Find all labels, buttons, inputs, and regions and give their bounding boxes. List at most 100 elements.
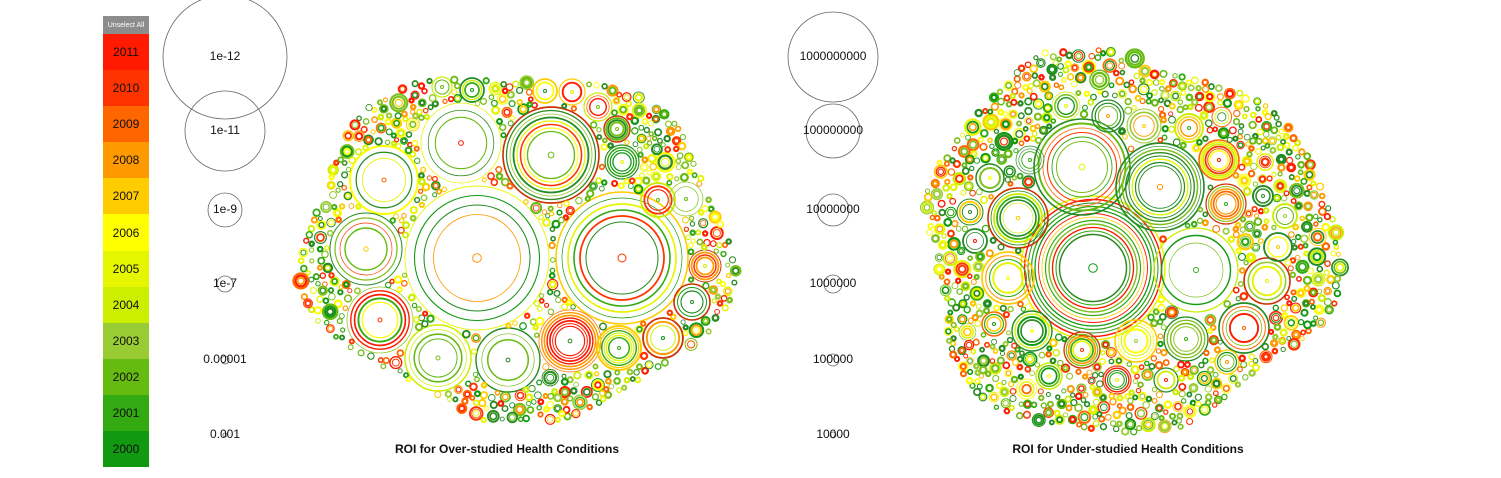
over-bubble[interactable] [367,352,375,360]
over-bubble[interactable] [297,257,305,264]
over-bubble[interactable] [679,172,689,182]
under-bubble[interactable] [1302,300,1310,307]
over-bubble[interactable] [580,385,593,398]
under-bubble[interactable] [1040,402,1047,409]
over-bubble[interactable] [538,292,545,299]
under-bubble[interactable] [1051,91,1081,121]
under-bubble[interactable] [1104,413,1112,421]
under-bubble[interactable] [1243,220,1256,233]
under-bubble[interactable] [1204,119,1213,128]
under-bubble[interactable] [1034,123,1041,129]
under-bubble[interactable] [1001,120,1010,129]
over-bubble[interactable] [556,202,563,209]
under-bubble[interactable] [1001,379,1007,385]
over-bubble[interactable] [521,77,533,89]
under-bubble[interactable] [1311,191,1318,198]
under-bubble[interactable] [1208,335,1219,346]
under-bubble[interactable] [1206,315,1215,324]
over-bubble[interactable] [423,204,531,312]
over-bubble[interactable] [379,104,389,114]
under-bubble[interactable] [1118,62,1126,70]
over-bubble[interactable] [651,135,658,142]
under-bubble[interactable] [1195,400,1202,408]
under-bubble[interactable] [957,264,967,274]
under-bubble[interactable] [1143,370,1152,379]
under-bubble[interactable] [965,341,973,349]
over-bubble[interactable] [647,189,669,211]
under-bubble[interactable] [974,378,981,385]
over-bubble[interactable] [334,217,398,281]
under-bubble[interactable] [1196,370,1212,386]
over-bubble[interactable] [411,139,419,147]
over-bubble[interactable] [341,279,351,290]
over-bubble[interactable] [325,324,335,334]
under-bubble[interactable] [1177,423,1184,430]
over-bubble[interactable] [572,410,579,417]
under-bubble[interactable] [952,159,962,169]
over-bubble[interactable] [544,302,550,308]
under-bubble[interactable] [958,248,964,254]
under-bubble[interactable] [1280,304,1289,312]
under-bubble[interactable] [1295,288,1306,298]
over-bubble[interactable] [400,110,408,118]
over-bubble[interactable] [636,133,647,144]
under-bubble[interactable] [959,300,966,307]
over-bubble[interactable] [548,280,557,289]
under-bubble[interactable] [1124,393,1131,400]
under-bubble[interactable] [955,226,962,232]
over-bubble[interactable] [561,81,583,103]
over-bubble[interactable] [501,405,509,413]
under-bubble[interactable] [1280,346,1286,353]
over-bubble[interactable] [329,276,340,287]
under-bubble[interactable] [1136,425,1143,432]
under-bubble[interactable] [1190,220,1198,228]
under-bubble[interactable] [1210,188,1242,220]
over-bubble[interactable] [637,151,644,158]
under-bubble[interactable] [1185,79,1192,86]
over-bubble[interactable] [310,216,318,224]
over-bubble[interactable] [404,324,472,392]
under-bubble[interactable] [975,309,984,318]
over-bubble[interactable] [407,293,416,302]
under-bubble[interactable] [1292,223,1300,231]
under-bubble[interactable] [941,286,950,295]
under-bubble[interactable] [1305,327,1312,335]
over-bubble[interactable] [417,98,427,108]
under-bubble[interactable] [1008,404,1015,411]
over-bubble[interactable] [522,386,530,394]
under-bubble[interactable] [1309,190,1319,200]
over-bubble[interactable] [524,312,531,319]
under-bubble[interactable] [1297,243,1304,250]
under-bubble[interactable] [1160,324,1167,331]
under-bubble[interactable] [1222,227,1230,235]
under-bubble[interactable] [1110,420,1117,427]
under-bubble[interactable] [1107,48,1115,56]
under-bubble[interactable] [1094,74,1105,85]
over-bubble[interactable] [321,303,339,321]
over-bubble[interactable] [411,80,419,88]
over-bubble[interactable] [305,231,314,239]
under-bubble[interactable] [1221,393,1228,401]
under-bubble[interactable] [996,154,1008,165]
under-bubble[interactable] [1157,333,1164,340]
under-bubble[interactable] [1201,112,1207,119]
over-bubble[interactable] [380,363,387,370]
under-bubble[interactable] [951,220,959,228]
over-bubble[interactable] [570,105,577,112]
under-bubble[interactable] [984,115,998,129]
over-bubble[interactable] [526,101,533,108]
under-bubble[interactable] [1098,371,1104,378]
over-bubble[interactable] [408,97,415,104]
under-bubble[interactable] [1114,319,1158,363]
under-bubble[interactable] [959,370,968,378]
over-bubble[interactable] [447,95,455,103]
under-bubble[interactable] [934,223,946,235]
under-bubble[interactable] [1053,59,1059,66]
under-bubble[interactable] [1252,185,1274,207]
under-bubble[interactable] [1159,85,1165,92]
over-bubble[interactable] [326,229,334,237]
under-bubble[interactable] [989,143,995,150]
under-bubble[interactable] [1294,201,1304,211]
under-bubble[interactable] [1010,111,1016,117]
under-bubble[interactable] [1280,138,1287,145]
